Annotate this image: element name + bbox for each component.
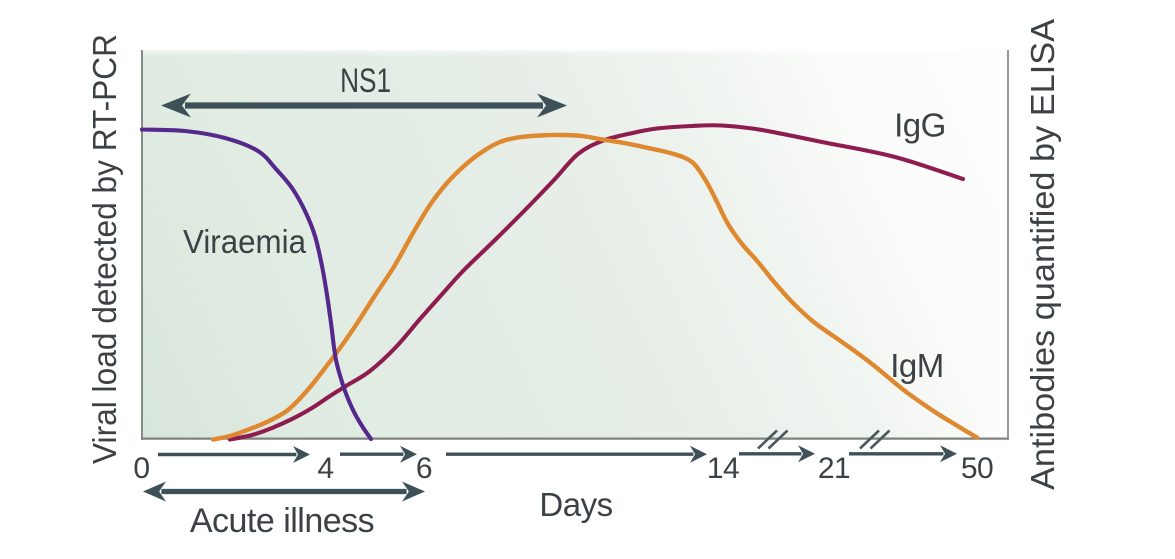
svg-text:IgG: IgG <box>894 107 946 144</box>
svg-text:Viral load detected by RT-PCR: Viral load detected by RT-PCR <box>86 34 123 464</box>
svg-text:IgM: IgM <box>890 347 944 384</box>
svg-text:Acute illness: Acute illness <box>190 502 374 540</box>
svg-text:Antibodies quantified by ELISA: Antibodies quantified by ELISA <box>1024 19 1061 490</box>
svg-text:NS1: NS1 <box>340 62 391 100</box>
svg-text:0: 0 <box>133 452 149 485</box>
svg-text:Days: Days <box>539 486 612 523</box>
svg-text:14: 14 <box>707 452 739 485</box>
svg-text:Viraemia: Viraemia <box>183 223 307 260</box>
svg-text:4: 4 <box>317 452 333 485</box>
svg-text:21: 21 <box>818 452 850 485</box>
svg-text:6: 6 <box>416 452 432 485</box>
svg-text:50: 50 <box>961 452 993 485</box>
